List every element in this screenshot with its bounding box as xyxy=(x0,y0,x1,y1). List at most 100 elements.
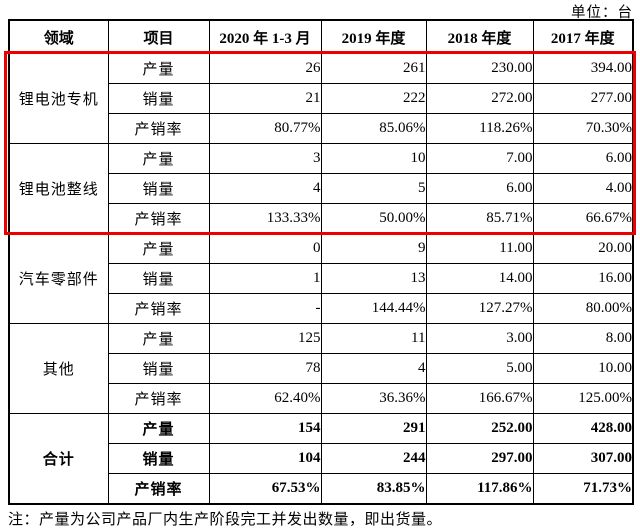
value-cell: 252.00 xyxy=(425,413,534,444)
production-sales-table: 领域 项目 2020 年 1-3 月 2019 年度 2018 年度 2017 … xyxy=(8,19,634,505)
table-row: 锂电池整线 产量 3 10 7.00 6.00 xyxy=(8,143,634,234)
value-cell: 307.00 xyxy=(532,443,634,474)
value-cell: 71.73% xyxy=(532,473,634,505)
domain-cell: 汽车零部件 xyxy=(8,233,109,324)
value-cell: 133.33% xyxy=(208,203,322,234)
item-cell: 销量 xyxy=(107,83,210,114)
footnote: 注：产量为公司产品厂内生产阶段完工并发出数量，即出货量。 xyxy=(8,512,443,528)
table-row: 产销率 133.33% 50.00% 85.71% 66.67% xyxy=(9,203,634,234)
table-row-total: 销量 104 244 297.00 307.00 xyxy=(9,443,634,474)
column-header-2018: 2018 年度 xyxy=(425,19,534,54)
value-cell: 244 xyxy=(320,443,427,474)
value-cell: 78 xyxy=(208,353,322,384)
table-row-total: 产销率 67.53% 83.85% 117.86% 71.73% xyxy=(9,473,634,505)
domain-cell: 锂电池整线 xyxy=(8,143,109,234)
value-cell: 50.00% xyxy=(320,203,427,234)
value-cell: 394.00 xyxy=(532,53,634,84)
value-cell: 125.00% xyxy=(532,383,634,414)
column-header-2019: 2019 年度 xyxy=(320,19,427,54)
value-cell: 277.00 xyxy=(532,83,634,114)
value-cell: 118.26% xyxy=(425,113,534,144)
value-cell: 14.00 xyxy=(425,263,534,294)
value-cell: 5.00 xyxy=(425,353,534,384)
value-cell: 127.27% xyxy=(425,293,534,324)
value-cell: 70.30% xyxy=(532,113,634,144)
column-header-2017: 2017 年度 xyxy=(532,19,634,54)
value-cell: 428.00 xyxy=(532,413,634,444)
value-cell: 125 xyxy=(208,323,322,354)
item-cell: 产销率 xyxy=(107,113,210,144)
item-cell: 产销率 xyxy=(107,293,210,324)
value-cell: - xyxy=(208,293,322,324)
item-cell: 产销率 xyxy=(107,203,210,234)
value-cell: 62.40% xyxy=(208,383,322,414)
domain-cell: 锂电池专机 xyxy=(8,53,109,144)
value-cell: 3.00 xyxy=(425,323,534,354)
value-cell: 83.85% xyxy=(320,473,427,505)
header-row: 领域 项目 2020 年 1-3 月 2019 年度 2018 年度 2017 … xyxy=(8,19,634,54)
domain-cell: 合计 xyxy=(8,413,109,505)
value-cell: 1 xyxy=(208,263,322,294)
table-row: 其他 产量 125 11 3.00 8.00 xyxy=(8,323,634,414)
value-cell: 5 xyxy=(320,173,427,204)
unit-label: 单位：台 xyxy=(571,5,633,21)
item-cell: 销量 xyxy=(107,173,210,204)
value-cell: 66.67% xyxy=(532,203,634,234)
item-cell: 销量 xyxy=(107,353,210,384)
column-header-item: 项目 xyxy=(107,19,210,54)
value-cell: 36.36% xyxy=(320,383,427,414)
table-row: 销量 21 222 272.00 277.00 xyxy=(9,83,634,114)
value-cell: 4 xyxy=(320,353,427,384)
value-cell: 297.00 xyxy=(425,443,534,474)
column-header-domain: 领域 xyxy=(8,19,109,54)
value-cell: 80.00% xyxy=(532,293,634,324)
value-cell: 9 xyxy=(320,233,427,264)
value-cell: 104 xyxy=(208,443,322,474)
item-cell: 产量 xyxy=(107,53,210,84)
domain-cell: 其他 xyxy=(8,323,109,414)
table-row: 锂电池专机 产量 26 261 230.00 394.00 xyxy=(8,53,634,144)
value-cell: 10.00 xyxy=(532,353,634,384)
value-cell: 10 xyxy=(320,143,427,174)
table-row: 汽车零部件 产量 0 9 11.00 20.00 xyxy=(8,233,634,324)
table-row: 产销率 62.40% 36.36% 166.67% 125.00% xyxy=(9,383,634,414)
table-row-total: 合计 产量 154 291 252.00 428.00 xyxy=(8,413,634,505)
value-cell: 272.00 xyxy=(425,83,534,114)
value-cell: 3 xyxy=(208,143,322,174)
value-cell: 230.00 xyxy=(425,53,534,84)
value-cell: 0 xyxy=(208,233,322,264)
value-cell: 11 xyxy=(320,323,427,354)
value-cell: 6.00 xyxy=(532,143,634,174)
table-row: 销量 1 13 14.00 16.00 xyxy=(9,263,634,294)
item-cell: 产量 xyxy=(107,233,210,264)
value-cell: 85.71% xyxy=(425,203,534,234)
item-cell: 产销率 xyxy=(107,383,210,414)
item-cell: 产量 xyxy=(107,143,210,174)
column-header-2020q1: 2020 年 1-3 月 xyxy=(208,19,322,54)
item-cell: 产量 xyxy=(107,323,210,354)
item-cell: 产销率 xyxy=(107,473,210,505)
value-cell: 291 xyxy=(320,413,427,444)
table-row: 销量 78 4 5.00 10.00 xyxy=(9,353,634,384)
value-cell: 7.00 xyxy=(425,143,534,174)
value-cell: 13 xyxy=(320,263,427,294)
item-cell: 销量 xyxy=(107,443,210,474)
value-cell: 4 xyxy=(208,173,322,204)
value-cell: 4.00 xyxy=(532,173,634,204)
value-cell: 21 xyxy=(208,83,322,114)
value-cell: 20.00 xyxy=(532,233,634,264)
value-cell: 16.00 xyxy=(532,263,634,294)
value-cell: 117.86% xyxy=(425,473,534,505)
value-cell: 222 xyxy=(320,83,427,114)
value-cell: 166.67% xyxy=(425,383,534,414)
table-row: 销量 4 5 6.00 4.00 xyxy=(9,173,634,204)
value-cell: 6.00 xyxy=(425,173,534,204)
value-cell: 154 xyxy=(208,413,322,444)
value-cell: 8.00 xyxy=(532,323,634,354)
item-cell: 产量 xyxy=(107,413,210,444)
item-cell: 销量 xyxy=(107,263,210,294)
value-cell: 85.06% xyxy=(320,113,427,144)
value-cell: 67.53% xyxy=(208,473,322,505)
value-cell: 261 xyxy=(320,53,427,84)
value-cell: 144.44% xyxy=(320,293,427,324)
